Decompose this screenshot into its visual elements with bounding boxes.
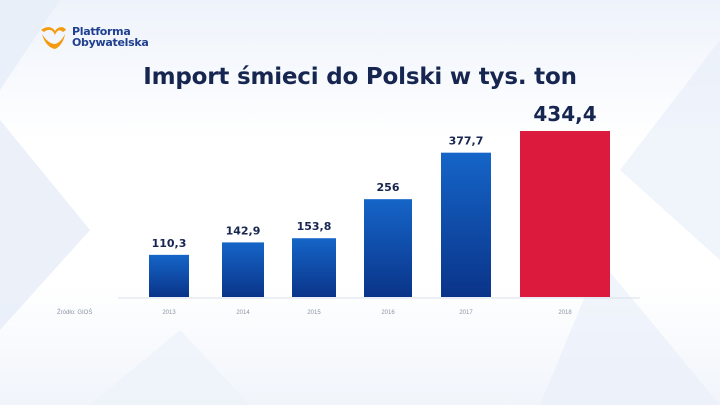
tick-label-2015: 2015 — [307, 310, 321, 316]
bar-2014 — [222, 242, 264, 297]
value-label-2016: 256 — [377, 181, 400, 194]
value-label-2013: 110,3 — [152, 237, 187, 250]
bars-group: 110,3 2013 142,9 2014 153,8 2015 256 2016 377,7 2… — [149, 102, 610, 316]
tick-label-2013: 2013 — [162, 310, 176, 316]
value-label-2017: 377,7 — [449, 135, 484, 148]
tick-label-2016: 2016 — [381, 310, 395, 316]
brand-line-2: Obywatelska — [72, 36, 149, 49]
bar-2013 — [149, 254, 189, 297]
tick-label-2018: 2018 — [558, 310, 572, 316]
brand-logo: Platforma Obywatelska — [38, 20, 158, 54]
brand-name: Platforma Obywatelska — [72, 25, 149, 49]
value-label-2015: 153,8 — [297, 220, 332, 233]
tick-label-2017: 2017 — [459, 310, 473, 316]
bar-2018 — [520, 131, 610, 297]
chart-title: Import śmieci do Polski w tys. ton — [143, 64, 577, 90]
value-label-2014: 142,9 — [226, 224, 261, 237]
tick-label-2014: 2014 — [236, 310, 250, 316]
bar-2015 — [292, 238, 336, 297]
bar-2016 — [364, 199, 412, 297]
source-label: Źródło: GIOŚ — [57, 308, 92, 316]
brand-line-1: Platforma — [72, 25, 131, 38]
platforma-obywatelska-logo-icon — [41, 27, 66, 49]
value-label-2018: 434,4 — [533, 102, 596, 126]
bar-2017 — [441, 152, 491, 297]
